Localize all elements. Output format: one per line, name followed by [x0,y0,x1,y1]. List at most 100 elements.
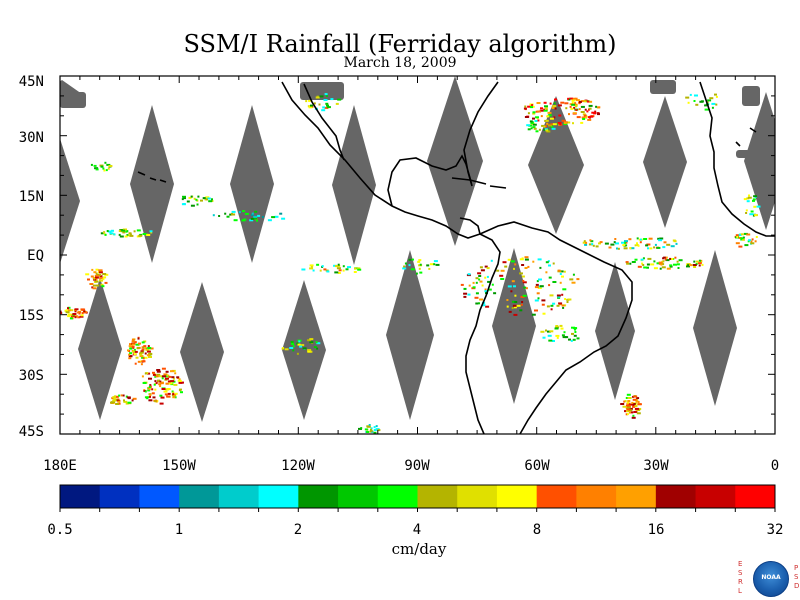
rain-cell [522,294,527,297]
rain-cell [171,390,174,393]
rain-cell [305,100,308,103]
rain-cell [576,337,580,340]
rain-cell [80,308,85,311]
rain-cell [212,214,215,217]
rain-cell [537,287,542,289]
rain-cell [91,286,94,289]
rain-cell [188,196,192,199]
rain-cell [233,219,238,222]
rain-cell [704,108,709,111]
rain-cell [144,372,147,375]
rain-cell [545,119,549,122]
rain-cell [122,231,126,234]
rain-cell [549,117,554,120]
rain-cell [345,268,349,271]
rain-cell [542,312,546,315]
rain-cell [468,284,471,287]
rain-cell [133,348,136,351]
rain-cell [744,244,749,247]
rain-cell [321,109,326,112]
rain-cell [590,240,594,243]
axis-ticks [59,75,776,435]
rain-cell [561,334,565,337]
rain-cell [491,283,494,286]
rain-cell [630,411,634,414]
rain-cell [100,232,104,235]
rain-cell [472,281,475,284]
rain-cell [519,272,523,275]
rain-cell [238,211,241,214]
rain-cell [373,426,376,429]
rain-cell [337,263,340,266]
rain-cell [419,263,422,266]
rain-cell [163,390,168,393]
rain-cell [582,241,587,244]
rain-cell [337,272,341,274]
rain-cell [163,373,168,376]
rain-cell [180,391,183,394]
rain-cell [626,393,631,396]
rain-cell [540,330,545,333]
colorbar-swatch [417,485,458,508]
rain-cell [625,413,628,416]
rain-cell [575,99,580,102]
rain-cell [627,397,632,399]
rain-cell [289,347,294,349]
rain-cell [81,312,84,315]
rain-cell [502,261,507,264]
rain-cell [83,311,87,314]
rain-cell [507,258,511,261]
rain-cell [335,102,339,105]
rain-cell [83,310,86,312]
rain-cell [544,107,548,110]
rain-cell [658,261,663,264]
rain-cell [571,103,576,106]
rain-cell [527,128,531,131]
rain-cell [543,101,547,104]
rain-cell [94,274,97,277]
rain-cell [123,399,125,402]
rain-cell [177,379,182,382]
rain-cell [316,263,320,266]
rain-cell [137,337,140,340]
rain-cell [475,302,479,305]
rain-cell [532,260,535,263]
rain-cell [115,403,120,405]
rain-cell [513,267,515,270]
rain-cell [637,265,642,268]
rain-cell [95,278,98,281]
rain-cell [472,286,476,289]
rain-cell [548,264,551,267]
rain-cell [572,112,577,115]
rain-cell [604,242,609,245]
rain-cell [241,219,246,222]
rain-cell [143,345,147,348]
rain-cell [172,393,175,396]
rain-cell [740,237,744,240]
rain-cell [77,316,81,319]
rain-cell [646,263,650,266]
rain-cell [523,107,527,110]
rain-cell [165,377,169,380]
rain-cell [478,278,481,281]
rain-cell [584,108,587,111]
colorbar-tick-16: 16 [647,522,665,538]
rain-cell [697,262,702,265]
rain-cell [568,113,570,116]
rain-cell [118,394,121,397]
rain-cell [632,398,637,401]
rain-cell [74,308,79,311]
lat-label-30s: 30S [18,368,44,384]
rain-cell [102,167,105,170]
lon-label-0: 0 [770,458,780,474]
rain-cell [587,118,592,121]
rain-cell [552,262,555,265]
rain-cell [707,99,712,102]
rain-cell [149,394,152,396]
colorbar-swatch [695,485,736,508]
rain-cell [752,199,755,202]
rain-cell [292,349,295,352]
rain-cell [274,215,279,218]
rain-cell [121,229,126,232]
